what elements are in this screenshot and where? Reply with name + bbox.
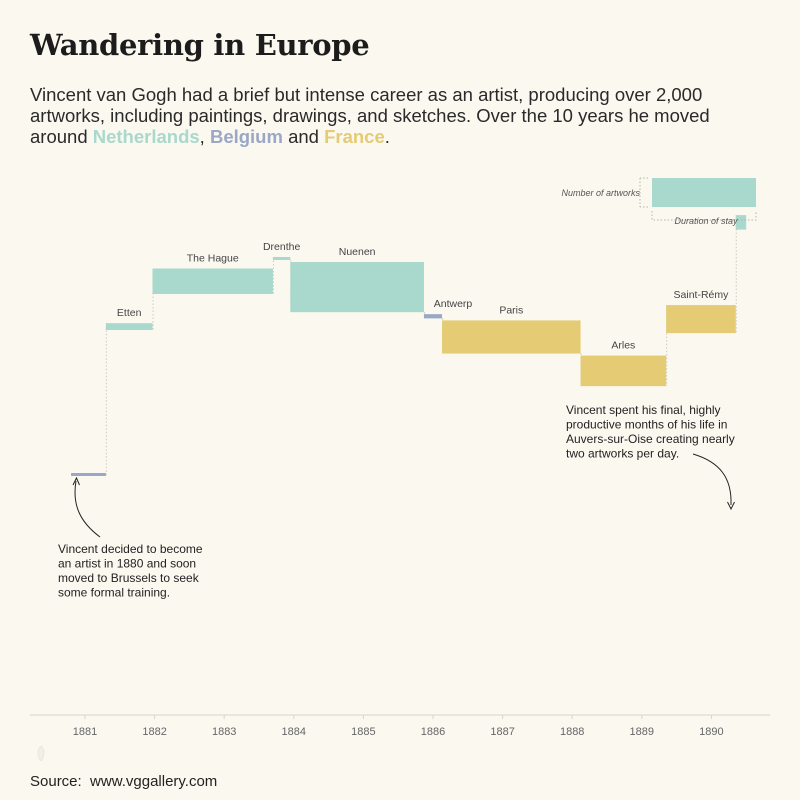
leaf-logo-icon <box>37 746 45 761</box>
bar-label-paris: Paris <box>499 304 523 316</box>
end-annotation-arrow <box>692 453 732 506</box>
start-annotation-arrowhead <box>72 476 80 486</box>
country-belgium: Belgium <box>209 126 283 147</box>
bar-label-arles: Arles <box>611 340 635 352</box>
x-tick-label: 1886 <box>421 726 445 738</box>
bar-label-nuenen: Nuenen <box>339 246 376 258</box>
source-url[interactable]: www.vggallery.com <box>90 773 218 790</box>
bar-label-the-hague: The Hague <box>187 253 239 265</box>
bar-arles <box>580 355 667 387</box>
x-tick-label: 1885 <box>351 726 375 738</box>
end-annotation-arrowhead <box>727 501 735 511</box>
start-annotation-arrow <box>74 480 101 538</box>
start-annotation-line: Vincent decided to become <box>58 542 203 556</box>
subtitle-separator-comma: , <box>199 126 210 147</box>
bar-label-antwerp: Antwerp <box>434 298 473 310</box>
x-tick-label: 1887 <box>490 726 514 738</box>
chart-title: Wandering in Europe <box>30 28 370 62</box>
bar-nuenen <box>290 262 424 313</box>
start-annotation-line: moved to Brussels to seek <box>58 571 200 585</box>
legend-width-label: Duration of stay <box>674 216 738 226</box>
x-tick-label: 1881 <box>73 726 97 738</box>
bar-etten <box>105 323 153 330</box>
bar-saint-remy <box>666 305 736 334</box>
start-annotation-line: an artist in 1880 and soon <box>58 557 196 571</box>
start-annotation-line: some formal training. <box>58 586 170 600</box>
bar-antwerp <box>423 314 443 319</box>
x-tick-label: 1888 <box>560 726 584 738</box>
bar-drenthe <box>272 257 291 260</box>
bar-brussels <box>71 473 106 476</box>
legend-width-bracket <box>651 211 757 221</box>
chart-subtitle: Vincent van Gogh had a brief but intense… <box>30 84 750 147</box>
country-netherlands: Netherlands <box>92 126 200 147</box>
subtitle-end: . <box>384 126 390 147</box>
end-annotation-line: productive months of his life in <box>566 418 727 432</box>
bar-paris <box>442 320 581 354</box>
end-annotation-line: Vincent spent his final, highly <box>566 403 721 417</box>
bar-the-hague <box>152 268 273 294</box>
x-tick-label: 1882 <box>142 726 166 738</box>
bar-label-drenthe: Drenthe <box>263 241 301 253</box>
legend-box <box>652 178 756 207</box>
subtitle-text: Vincent van Gogh had a brief but intense… <box>30 84 710 147</box>
bar-auvers-sur-oise <box>735 215 747 230</box>
bar-label-saint-remy: Saint-Rémy <box>674 289 730 301</box>
end-annotation-line: two artworks per day. <box>566 447 679 461</box>
end-annotation-line: Auvers-sur-Oise creating nearly <box>566 432 735 446</box>
x-tick-label: 1890 <box>699 726 723 738</box>
source-label: Source: <box>30 773 82 790</box>
legend-height-bracket <box>639 177 648 208</box>
x-tick-label: 1884 <box>282 726 306 738</box>
subtitle-separator-and: and <box>282 126 325 147</box>
x-tick-label: 1889 <box>630 726 654 738</box>
country-france: France <box>324 126 385 147</box>
x-tick-label: 1883 <box>212 726 236 738</box>
source-line: Source: www.vggallery.com <box>30 773 217 790</box>
legend-height-label: Number of artworks <box>561 188 640 198</box>
bar-label-etten: Etten <box>117 307 142 319</box>
